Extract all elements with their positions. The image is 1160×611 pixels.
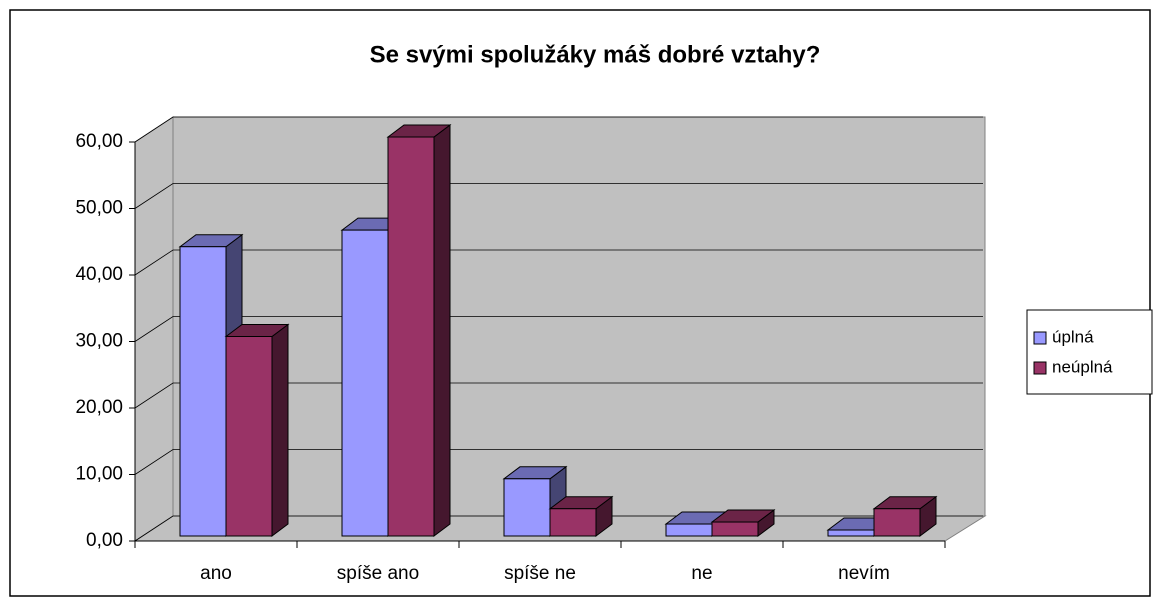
bar bbox=[548, 495, 614, 537]
grid-line bbox=[134, 316, 983, 342]
legend-label: úplná bbox=[1052, 327, 1094, 346]
y-tick-label: 60,00 bbox=[75, 131, 123, 152]
x-tick-label: ne bbox=[691, 563, 712, 584]
bar-face bbox=[271, 323, 289, 537]
bar-face bbox=[179, 246, 227, 537]
y-tick-label: 10,00 bbox=[75, 464, 123, 485]
bar-face bbox=[433, 124, 451, 537]
bar bbox=[224, 323, 290, 537]
grid-line bbox=[134, 183, 983, 209]
bar bbox=[872, 495, 938, 537]
bar-face bbox=[827, 529, 875, 537]
y-tick-label: 0,00 bbox=[86, 530, 123, 551]
y-tick-label: 40,00 bbox=[75, 264, 123, 285]
grid-line bbox=[134, 116, 983, 143]
legend-label: neúplná bbox=[1052, 357, 1113, 376]
chart-title: Se svými spolužáky máš dobré vztahy? bbox=[370, 41, 821, 68]
x-tick-label: nevím bbox=[838, 563, 890, 584]
bar-face bbox=[503, 478, 551, 537]
y-tick-label: 20,00 bbox=[75, 397, 123, 418]
bar-face bbox=[225, 336, 273, 537]
legend-swatch bbox=[1033, 361, 1047, 375]
bar-face bbox=[665, 523, 713, 537]
x-tick-label: ano bbox=[200, 563, 232, 584]
bar-face bbox=[549, 508, 597, 537]
y-tick-label: 50,00 bbox=[75, 198, 123, 219]
legend-box bbox=[1026, 309, 1153, 395]
bar bbox=[386, 124, 452, 537]
grid-line bbox=[134, 382, 983, 409]
grid-line bbox=[134, 249, 983, 276]
grid-line bbox=[134, 449, 983, 475]
x-tick-label: spíše ne bbox=[504, 563, 576, 584]
legend-swatch bbox=[1033, 331, 1047, 345]
bar-face bbox=[711, 521, 759, 537]
bar bbox=[710, 509, 776, 537]
bar-face bbox=[387, 136, 435, 537]
x-tick-label: spíše ano bbox=[337, 563, 419, 584]
bar-face bbox=[341, 229, 389, 537]
bar-face bbox=[873, 508, 921, 537]
y-tick-label: 30,00 bbox=[75, 331, 123, 352]
